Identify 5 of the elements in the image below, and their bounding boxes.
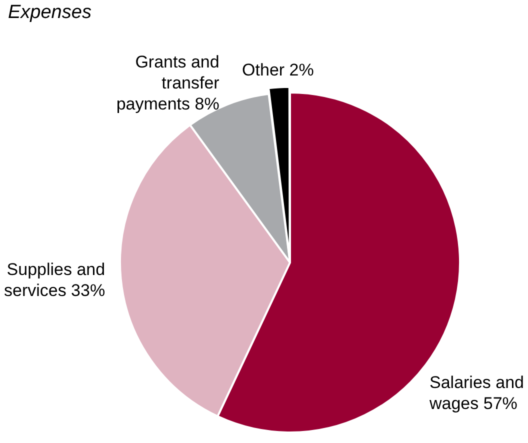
slice-label: Grants and transfer payments 8% — [116, 52, 220, 114]
chart-title: Expenses — [8, 2, 92, 24]
slice-label: Other 2% — [242, 60, 314, 80]
slice-label: Salaries and wages 57% — [428, 372, 524, 413]
slice-label: Supplies and services 33% — [4, 260, 106, 300]
